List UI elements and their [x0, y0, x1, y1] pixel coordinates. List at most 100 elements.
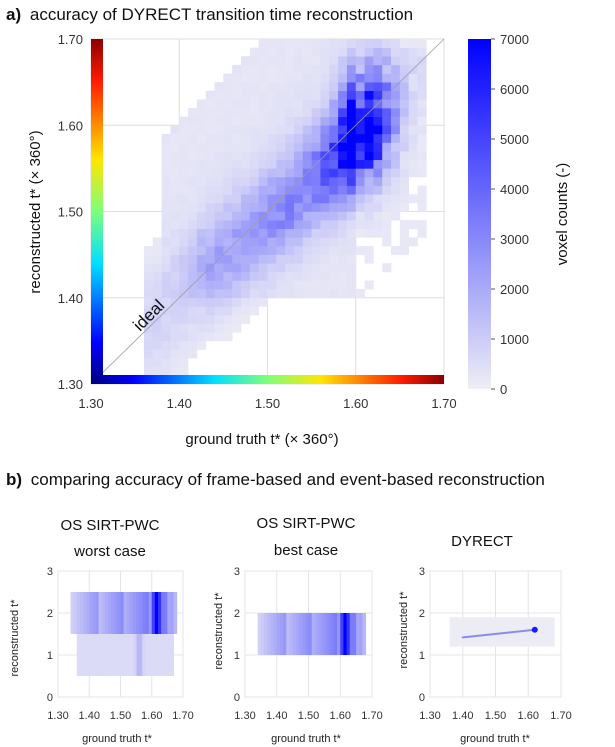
- heatmap-cell: [170, 125, 180, 135]
- heatmap-cell: [373, 39, 383, 48]
- heatmap-cell: [355, 73, 365, 83]
- heatmap-cell: [320, 271, 330, 281]
- heatmap-band-cell: [324, 613, 328, 655]
- heatmap-cell: [399, 125, 409, 135]
- heatmap-cell: [285, 254, 295, 264]
- heatmap-cell: [179, 263, 189, 273]
- heatmap-cell: [179, 332, 189, 342]
- heatmap-cell: [188, 133, 198, 143]
- heatmap-cell: [276, 151, 286, 161]
- heatmap-cell: [338, 185, 348, 195]
- heatmap-cell: [338, 280, 348, 290]
- heatmap-cell: [338, 39, 348, 48]
- heatmap-band-cell: [102, 634, 106, 676]
- heatmap-cell: [214, 237, 224, 247]
- heatmap-cell: [355, 90, 365, 100]
- heatmap-band-cell: [327, 613, 332, 655]
- heatmap-cell: [276, 177, 286, 186]
- heatmap-cell: [214, 323, 224, 333]
- heatmap-cell: [320, 194, 330, 204]
- heatmap-cell: [232, 220, 242, 230]
- heatmap-cell: [196, 151, 207, 161]
- heatmap-cell: [338, 177, 348, 186]
- heatmap-cell: [170, 220, 180, 230]
- heatmap-cell: [320, 90, 330, 100]
- heatmap-cell: [249, 306, 259, 316]
- heatmap-cell: [214, 306, 224, 316]
- heatmap-cell: [267, 185, 277, 195]
- heatmap-band-cell: [83, 592, 87, 634]
- heatmap-cell: [302, 194, 312, 204]
- heatmap-cell: [417, 64, 427, 74]
- heatmap-band-cell: [314, 613, 319, 655]
- heatmap-cell: [285, 280, 295, 290]
- heatmap-cell: [320, 47, 330, 57]
- heatmap-cell: [355, 211, 365, 221]
- heatmap-cell: [232, 246, 242, 255]
- heatmap-cell: [223, 142, 233, 152]
- heatmap-cell: [399, 237, 409, 247]
- heatmap-cell: [267, 246, 277, 255]
- rainbow-y-axis-bar: [91, 39, 103, 384]
- heatmap-band-cell: [88, 634, 92, 676]
- subplot-x-tick-label: 1.40: [79, 710, 100, 722]
- heatmap-cell: [258, 90, 268, 100]
- heatmap-cell: [267, 220, 277, 230]
- heatmap-cell: [214, 151, 224, 161]
- heatmap-cell: [249, 82, 259, 92]
- heatmap-cell: [293, 125, 304, 135]
- heatmap-cell: [249, 246, 259, 255]
- heatmap-cell: [223, 289, 233, 299]
- heatmap-cell: [188, 297, 198, 307]
- heatmap-cell: [302, 133, 312, 143]
- heatmap-cell: [382, 108, 392, 117]
- heatmap-cell: [249, 185, 259, 195]
- heatmap-cell: [152, 349, 162, 359]
- heatmap-cell: [170, 246, 180, 255]
- heatmap-cell: [408, 142, 418, 152]
- heatmap-cell: [170, 168, 180, 178]
- heatmap-cell: [329, 151, 339, 161]
- heatmap-band-cell: [170, 634, 175, 676]
- heatmap-cell: [302, 159, 312, 169]
- heatmap-cell: [285, 263, 295, 273]
- heatmap-cell: [329, 125, 339, 135]
- heatmap-cell: [205, 133, 215, 143]
- heatmap-cell: [170, 349, 180, 359]
- heatmap-cell: [196, 159, 207, 169]
- heatmap-cell: [408, 56, 418, 66]
- heatmap-cell: [161, 349, 171, 359]
- heatmap-cell: [241, 306, 251, 316]
- heatmap-band-cell: [133, 634, 137, 676]
- colorbar-label: voxel counts (-): [554, 163, 571, 266]
- heatmap-cell: [364, 177, 374, 186]
- heatmap-cell: [338, 202, 348, 212]
- heatmap-cell: [214, 297, 224, 307]
- heatmap-cell: [188, 237, 198, 247]
- subplot-x-tick-label: 1.30: [419, 710, 440, 722]
- heatmap-cell: [258, 237, 268, 247]
- heatmap-cell: [311, 194, 321, 204]
- heatmap-cell: [249, 297, 259, 307]
- heatmap-cell: [205, 125, 215, 135]
- heatmap-cell: [214, 99, 224, 109]
- heatmap-cell: [170, 340, 180, 350]
- heatmap-band-cell: [125, 634, 129, 676]
- heatmap-cell: [267, 64, 277, 74]
- heatmap-cell: [382, 73, 392, 83]
- heatmap-cell: [276, 47, 286, 57]
- heatmap-cell: [346, 211, 357, 221]
- heatmap-cell: [355, 125, 365, 135]
- heatmap-band-cell: [70, 592, 75, 634]
- heatmap-cell: [338, 254, 348, 264]
- heatmap-cell: [232, 315, 242, 324]
- heatmap-cell: [267, 56, 277, 66]
- subplot-x-tick-label: 1.60: [330, 710, 351, 722]
- heatmap-cell: [346, 116, 357, 126]
- heatmap-cell: [223, 237, 233, 247]
- heatmap-cell: [293, 246, 304, 255]
- heatmap-cell: [364, 220, 374, 230]
- heatmap-cell: [329, 108, 339, 117]
- y-tick-label: 1.40: [58, 291, 83, 306]
- subplot-x-tick-label: 1.60: [141, 710, 162, 722]
